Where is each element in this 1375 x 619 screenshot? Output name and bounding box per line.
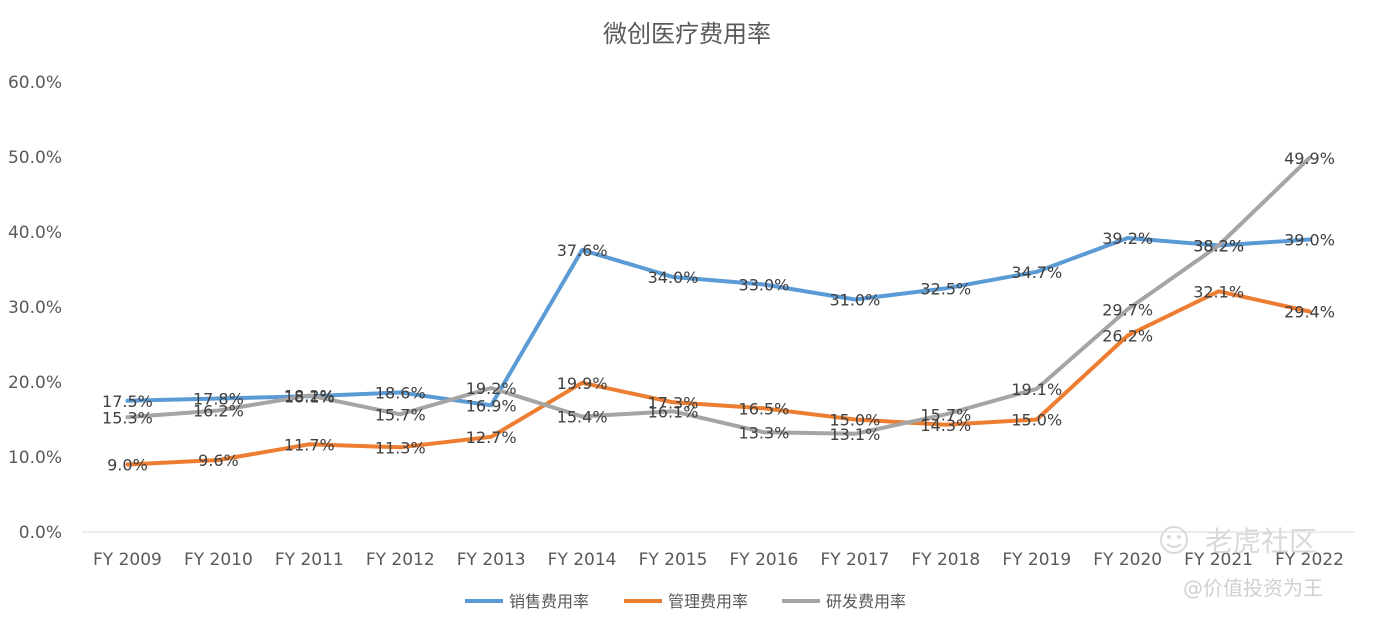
x-axis: FY 2009 FY 2010 FY 2011 FY 2012 FY 2013 FY 20… [82,531,1355,570]
y-tick-label: 50.0% [8,148,62,168]
data-label: 15.0% [829,411,880,430]
data-label: 32.1% [1193,282,1244,301]
data-label: 17.5% [102,392,153,411]
data-label: 15.4% [557,408,608,427]
series-line-2 [125,155,1312,436]
legend-label: 管理费用率 [668,592,748,611]
data-label: 34.7% [1011,263,1062,282]
data-label: 34.0% [648,268,699,287]
watermark-author: @价值投资为王 [1183,576,1323,600]
data-label: 31.0% [829,291,880,310]
x-tick-label: FY 2015 [639,550,708,570]
x-tick-label: FY 2011 [275,550,344,570]
data-label: 16.2% [193,402,244,421]
y-tick-label: 0.0% [19,523,62,543]
data-label: 11.7% [284,435,335,454]
data-labels: 17.5% 17.8% 18.1% 18.6% 16.9% 37.6% 34.0% 33.0%… [102,149,1335,475]
data-label: 16.9% [466,396,517,415]
legend-item[interactable]: 研发费用率 [782,592,906,611]
data-label: 9.0% [107,456,148,475]
data-label: 29.7% [1102,300,1153,319]
data-label: 9.6% [198,451,239,470]
data-label: 13.1% [829,425,880,444]
watermark-logo-icon [1160,526,1188,554]
data-label: 14.3% [920,416,971,435]
y-tick-label: 40.0% [8,223,62,243]
data-label: 15.3% [102,408,153,427]
data-label: 39.0% [1284,231,1335,250]
legend-item[interactable]: 销售费用率 [465,592,589,611]
x-tick-label: FY 2022 [1275,550,1344,570]
data-label: 15.0% [1011,411,1062,430]
data-label: 11.3% [375,438,426,457]
x-tick-label: FY 2010 [184,550,253,570]
data-label: 38.2% [1193,237,1244,256]
legend-label: 研发费用率 [826,592,906,611]
watermark: 老虎社区 @价值投资为王 [1160,525,1323,600]
x-tick-label: FY 2018 [911,550,980,570]
legend[interactable]: 销售费用率 管理费用率 研发费用率 [465,592,906,611]
x-tick-label: FY 2017 [820,550,889,570]
data-label: 33.0% [739,276,790,295]
data-label: 17.3% [648,393,699,412]
x-tick-label: FY 2020 [1093,550,1162,570]
x-tick-label: FY 2014 [548,550,617,570]
data-label: 18.1% [284,387,335,406]
x-tick-label: FY 2013 [457,550,526,570]
y-axis: 0.0% 10.0% 20.0% 30.0% 40.0% 50.0% 60.0% [8,73,62,543]
data-label: 37.6% [557,241,608,260]
data-label: 32.5% [920,279,971,298]
data-label: 18.6% [375,384,426,403]
series-line-1 [125,289,1312,467]
x-tick-label: FY 2016 [730,550,799,570]
x-tick-label: FY 2019 [1002,550,1071,570]
chart-title: 微创医疗费用率 [603,20,771,48]
data-label: 39.2% [1102,229,1153,248]
data-label: 38.2% [1193,237,1244,256]
data-label: 18.2% [284,387,335,406]
y-tick-label: 30.0% [8,298,62,318]
data-label: 13.3% [739,423,790,442]
legend-label: 销售费用率 [509,592,589,611]
y-tick-label: 20.0% [8,373,62,393]
data-label: 49.9% [1284,149,1335,168]
data-label: 16.5% [739,399,790,418]
series-lines [125,155,1312,467]
legend-item[interactable]: 管理费用率 [624,592,748,611]
data-label: 19.9% [557,374,608,393]
y-tick-label: 10.0% [8,448,62,468]
series-line-0 [125,236,1312,408]
x-tick-label: FY 2009 [93,550,162,570]
x-tick-label: FY 2012 [366,550,435,570]
x-tick-label: FY 2021 [1184,550,1253,570]
watermark-brand: 老虎社区 [1205,525,1317,558]
data-label: 15.7% [375,405,426,424]
data-label: 19.2% [466,379,517,398]
data-label: 15.7% [920,405,971,424]
data-label: 12.7% [466,428,517,447]
data-label: 29.4% [1284,303,1335,322]
data-label: 17.8% [193,390,244,409]
y-tick-label: 60.0% [8,73,62,93]
data-label: 19.1% [1011,380,1062,399]
data-label: 16.1% [648,402,699,421]
data-label: 26.2% [1102,327,1153,346]
